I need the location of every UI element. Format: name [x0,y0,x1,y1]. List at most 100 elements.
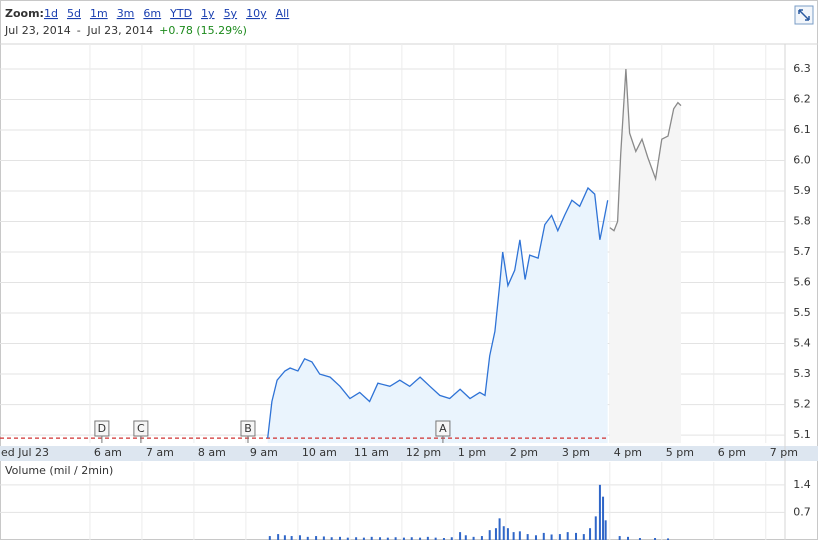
x-tick-label: 10 am [302,446,337,459]
date-range: Jul 23, 2014- Jul 23, 2014 +0.78 (15.29%) [4,24,247,37]
x-tick-label: 7 am [146,446,174,459]
range-separator: - [77,24,82,37]
y-tick-label: 5.4 [793,337,811,350]
y-tick-label: 5.6 [793,276,811,289]
x-tick-label: 5 pm [666,446,694,459]
volume-bar [502,526,505,540]
volume-bar [346,537,349,540]
x-tick-label: 4 pm [614,446,642,459]
volume-title: Volume (mil / 2min) [5,464,113,477]
volume-bar [594,516,597,540]
x-tick-label: 6 am [94,446,122,459]
volume-bar [434,537,437,540]
y-tick-label: 5.3 [793,367,811,380]
volume-bar [518,531,521,540]
volume-bar [268,536,271,540]
volume-bar [277,534,280,540]
y-tick-label: 5.2 [793,398,811,411]
x-tick-label: 8 am [198,446,226,459]
volume-bar [506,528,509,540]
area [609,69,681,443]
volume-bar [410,537,413,540]
volume-bar [362,537,365,540]
y-tick-label: 6.1 [793,123,811,136]
expand-button[interactable] [794,5,814,25]
volume-bar [582,534,585,540]
volume-bar [566,532,569,540]
x-tick-label: 11 am [354,446,389,459]
volume-bar [598,484,601,540]
volume-bar [394,537,397,540]
volume-bar [402,537,405,540]
volume-bar [370,536,373,540]
volume-bar [472,536,475,540]
x-tick-label: 1 pm [458,446,486,459]
volume-bar [512,532,515,540]
volume-bar [604,520,607,540]
x-tick-label: 9 am [250,446,278,459]
volume-bar [464,535,467,540]
price-line [267,186,609,439]
volume-bar [638,538,641,540]
y-tick-label: 5.8 [793,215,811,228]
y-tick-label: 5.5 [793,306,811,319]
volume-bar [542,532,545,540]
volume-bar [283,535,286,540]
marker-flag [133,420,149,437]
volume-bar [298,535,301,540]
x-tick-label: 12 pm [406,446,441,459]
volume-bar [488,530,491,540]
marker-label: D [98,422,106,435]
marker-flag [94,420,110,437]
price-line [609,68,682,232]
volume-bar [589,528,592,540]
volume-bar [558,534,561,540]
zoom-option[interactable]: 5y [224,7,238,20]
volume-bar [526,534,529,540]
volume-bar [534,535,537,540]
volume-bar [667,538,670,540]
marker-label: A [439,422,447,435]
volume-bar [602,496,605,540]
y-tick-label: 6.3 [793,62,811,75]
volume-bar [330,537,333,540]
zoom-option[interactable]: 1d [44,7,58,20]
zoom-option[interactable]: All [276,7,290,20]
zoom-option[interactable]: 6m [143,7,161,20]
volume-bar [315,536,318,540]
x-tick-label: 3 pm [562,446,590,459]
volume-bar [306,536,309,540]
volume-bar [550,534,553,540]
y-tick-label: 6.2 [793,93,811,106]
volume-bar [379,537,382,540]
volume-bar [442,538,445,540]
volume-bar [338,536,341,540]
marker-label: C [137,422,145,435]
date-label: ed Jul 23 [1,446,49,459]
volume-bar [322,536,325,540]
volume-bar [627,536,629,540]
y-tick-label: 5.9 [793,184,811,197]
zoom-option[interactable]: 3m [117,7,135,20]
x-tick-label: 6 pm [718,446,746,459]
volume-bar [450,537,453,540]
volume-bar [290,536,293,540]
zoom-option[interactable]: 1m [90,7,108,20]
zoom-label: Zoom: [5,7,44,20]
zoom-option[interactable]: 5d [67,7,81,20]
marker-label: B [244,422,252,435]
zoom-option[interactable]: 1y [201,7,215,20]
volume-bar [355,537,358,540]
y-tick-label: 5.1 [793,428,811,441]
y-tick-label: 6.0 [793,154,811,167]
volume-bar [654,538,657,540]
zoom-option[interactable]: YTD [169,7,192,20]
x-tick-label: 2 pm [510,446,538,459]
volume-bar [459,532,462,540]
area [267,188,608,443]
zoom-option[interactable]: 10y [246,7,267,20]
y-tick-label: 1.4 [793,478,811,491]
range-to: Jul 23, 2014 [86,24,153,37]
range-from: Jul 23, 2014 [4,24,71,37]
